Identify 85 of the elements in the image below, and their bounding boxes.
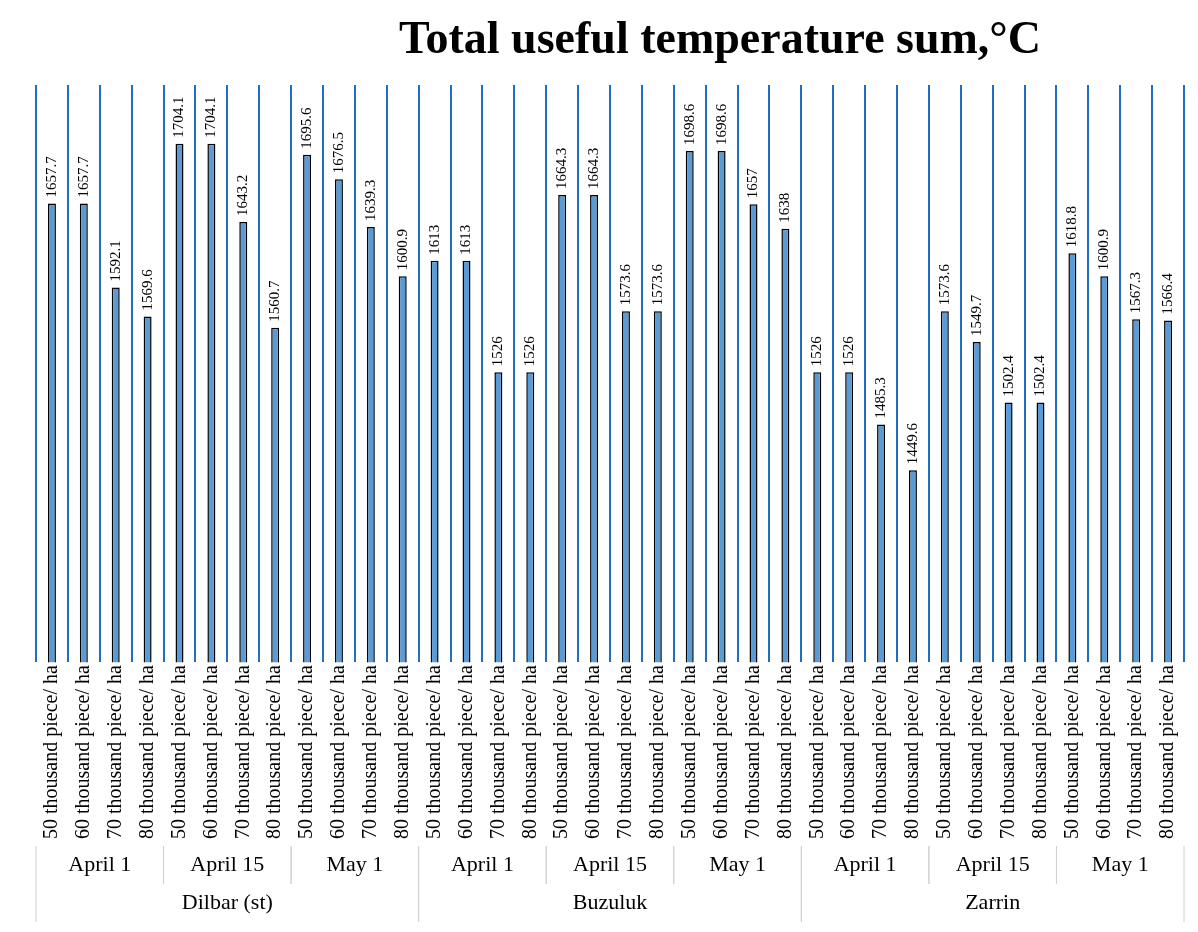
x-tick-label: 60 thousand piece/ ha [963,665,987,840]
text: May 1 [1091,850,1149,876]
data-label: 1613 [457,224,474,255]
text: April 1 [833,850,897,876]
x-tick-label: 60 thousand piece/ ha [198,665,222,840]
x-tick-label: 50 thousand piece/ ha [804,665,828,840]
data-label: 1698.6 [712,103,729,145]
data-label: 1638 [776,192,793,223]
x-tick-label: 80 thousand piece/ ha [389,665,413,840]
x-tick-label: 60 thousand piece/ ha [1091,665,1115,840]
data-label: 1567.3 [1127,272,1144,314]
data-label: 1600.9 [1095,228,1112,271]
x-tick-label: 80 thousand piece/ ha [1027,665,1051,840]
x-tick-label: 60 thousand piece/ ha [326,665,350,840]
data-label: 1600.9 [393,228,410,271]
x-tick-label: 50 thousand piece/ ha [166,665,190,840]
data-label: 1664.3 [584,147,601,189]
data-label: 1643.2 [234,174,251,216]
data-label: 1573.6 [648,263,665,306]
data-label: 1449.6 [903,422,920,465]
data-label: 1566.4 [1158,272,1175,315]
text: May 1 [326,850,384,876]
data-label: 1664.3 [553,147,570,189]
x-tick-label: 80 thousand piece/ ha [772,665,796,840]
x-tick-label: 70 thousand piece/ ha [995,665,1019,840]
text: Zarrin [965,888,1021,914]
x-tick-label: 80 thousand piece/ ha [134,665,158,840]
x-tick-label: 50 thousand piece/ ha [1059,665,1083,840]
x-tick-label: 70 thousand piece/ ha [358,665,382,840]
data-label: 1502.4 [1031,354,1048,397]
text: April 1 [450,850,514,876]
data-label: 1502.4 [999,354,1016,397]
data-label: 1573.6 [935,263,952,306]
data-label: 1618.8 [1063,206,1080,248]
x-tick-label: 80 thousand piece/ ha [645,665,669,840]
x-tick-label: 50 thousand piece/ ha [294,665,318,840]
x-tick-label: 80 thousand piece/ ha [1155,665,1179,840]
x-tick-label: 50 thousand piece/ ha [676,665,700,840]
text: Dilbar (st) [181,888,273,914]
x-tick-label: 80 thousand piece/ ha [262,665,286,840]
data-label: 1613 [425,224,442,255]
chart-title: Total useful temperature sum,°C [399,11,1041,63]
text: April 15 [190,850,265,876]
data-label: 1569.6 [138,268,155,311]
x-tick-label: 50 thousand piece/ ha [421,665,445,840]
data-label: 1704.1 [202,96,219,138]
x-tick-label: 60 thousand piece/ ha [453,665,477,840]
x-tick-label: 50 thousand piece/ ha [932,665,956,840]
x-tick-label: 60 thousand piece/ ha [581,665,605,840]
x-tick-label: 60 thousand piece/ ha [836,665,860,840]
x-tick-label: 60 thousand piece/ ha [708,665,732,840]
x-tick-label: 70 thousand piece/ ha [102,665,126,840]
text: April 15 [955,850,1030,876]
x-tick-label: 70 thousand piece/ ha [868,665,892,840]
data-label: 1526 [521,335,538,367]
x-tick-label: 70 thousand piece/ ha [230,665,254,840]
text: Buzuluk [572,888,648,914]
x-tick-label: 70 thousand piece/ ha [740,665,764,840]
data-label: 1485.3 [871,377,888,419]
data-label: 1657 [744,167,761,199]
data-label: 1549.7 [967,294,984,336]
x-tick-label: 80 thousand piece/ ha [517,665,541,840]
data-label: 1526 [808,335,825,367]
x-tick-label: 70 thousand piece/ ha [613,665,637,840]
data-label: 1657.7 [74,155,91,198]
data-label: 1698.6 [680,103,697,145]
text: April 15 [573,850,647,876]
data-label: 1676.5 [329,132,346,174]
data-label: 1526 [489,335,506,367]
data-label: 1592.1 [106,240,123,282]
text: April 1 [68,850,132,876]
data-label: 1526 [840,335,857,367]
x-tick-label: 70 thousand piece/ ha [1123,665,1147,840]
x-tick-label: 60 thousand piece/ ha [71,665,95,840]
data-label: 1695.6 [297,107,314,149]
data-label: 1704.1 [170,96,187,138]
data-label: 1560.7 [266,280,283,322]
x-tick-label: 70 thousand piece/ ha [485,665,509,840]
x-tick-label: 50 thousand piece/ ha [39,665,63,840]
text: May 1 [709,850,766,876]
data-label: 1639.3 [361,179,378,221]
x-tick-label: 80 thousand piece/ ha [900,665,924,840]
data-label: 1657.7 [42,155,59,198]
data-label: 1573.6 [616,263,633,306]
x-tick-label: 50 thousand piece/ ha [549,665,573,840]
